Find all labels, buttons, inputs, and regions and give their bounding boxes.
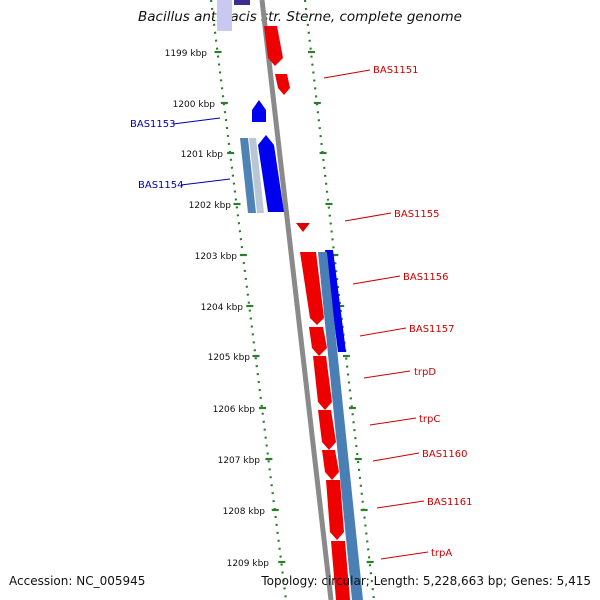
gene-arrow-BAS1151-b[interactable] bbox=[275, 74, 290, 95]
gene-arrow-BAS1157[interactable] bbox=[309, 327, 327, 356]
scale-label: 1205 kbp bbox=[208, 353, 251, 363]
gene-arrow-top-left[interactable] bbox=[217, 0, 232, 31]
gene-arrow-top-left-2[interactable] bbox=[234, 0, 250, 5]
gene-arrow-light-blue-1[interactable] bbox=[240, 138, 256, 213]
label-leaders bbox=[172, 69, 429, 560]
scale-label: 1204 kbp bbox=[201, 303, 244, 313]
gene-arrow-BAS1153[interactable] bbox=[252, 100, 266, 122]
gene-arrow-BAS1161[interactable] bbox=[326, 480, 344, 540]
gene-label-trpD[interactable]: trpD bbox=[414, 367, 436, 378]
reverse-genes bbox=[217, 0, 363, 600]
gene-label-BAS1154[interactable]: BAS1154 bbox=[138, 180, 184, 191]
gene-arrow-BAS1154[interactable] bbox=[258, 135, 284, 212]
gene-label-BAS1153[interactable]: BAS1153 bbox=[130, 119, 176, 130]
scale-label: 1207 kbp bbox=[218, 456, 261, 466]
scale-label: 1201 kbp bbox=[181, 150, 224, 160]
gene-arrow-BAS1156[interactable] bbox=[300, 252, 324, 325]
gene-arrow-BAS1160[interactable] bbox=[322, 450, 339, 480]
scale-labels: 1199 kbp 1200 kbp 1201 kbp 1202 kbp 1203… bbox=[165, 49, 270, 569]
gene-arrow-BAS1155[interactable] bbox=[296, 223, 310, 232]
scale-label: 1200 kbp bbox=[173, 100, 216, 110]
gene-arrow-trpD[interactable] bbox=[313, 356, 332, 410]
gene-label-BAS1157[interactable]: BAS1157 bbox=[409, 324, 455, 335]
gene-label-trpA[interactable]: trpA bbox=[431, 548, 452, 559]
gene-label-BAS1161[interactable]: BAS1161 bbox=[427, 497, 473, 508]
gene-label-BAS1155[interactable]: BAS1155 bbox=[394, 209, 440, 220]
gene-labels: BAS1151 BAS1153 BAS1154 BAS1155 BAS1156 … bbox=[130, 65, 473, 559]
forward-genes bbox=[264, 26, 350, 600]
gene-arrow-trpA[interactable] bbox=[331, 541, 350, 600]
scale-label: 1209 kbp bbox=[227, 559, 270, 569]
gene-arrow-trpC[interactable] bbox=[318, 410, 336, 450]
genome-backbone bbox=[259, 0, 334, 600]
gene-label-BAS1151[interactable]: BAS1151 bbox=[373, 65, 419, 76]
gene-arrow-blue-long[interactable] bbox=[325, 250, 346, 352]
accession-text: Accession: NC_005945 bbox=[9, 574, 146, 588]
gene-label-BAS1156[interactable]: BAS1156 bbox=[403, 272, 449, 283]
scale-label: 1199 kbp bbox=[165, 49, 208, 59]
gene-arrow-BAS1151[interactable] bbox=[264, 26, 283, 66]
gene-arrow-light-blue-2[interactable] bbox=[249, 138, 264, 213]
scale-label: 1203 kbp bbox=[195, 252, 238, 262]
gene-arrow-steel-long[interactable] bbox=[318, 252, 363, 600]
topology-text: Topology: circular; Length: 5,228,663 bp… bbox=[261, 574, 591, 588]
gene-label-BAS1160[interactable]: BAS1160 bbox=[422, 449, 468, 460]
gene-label-trpC[interactable]: trpC bbox=[419, 414, 440, 425]
scale-label: 1208 kbp bbox=[223, 507, 266, 517]
scale-label: 1206 kbp bbox=[213, 405, 256, 415]
scale-label: 1202 kbp bbox=[189, 201, 232, 211]
